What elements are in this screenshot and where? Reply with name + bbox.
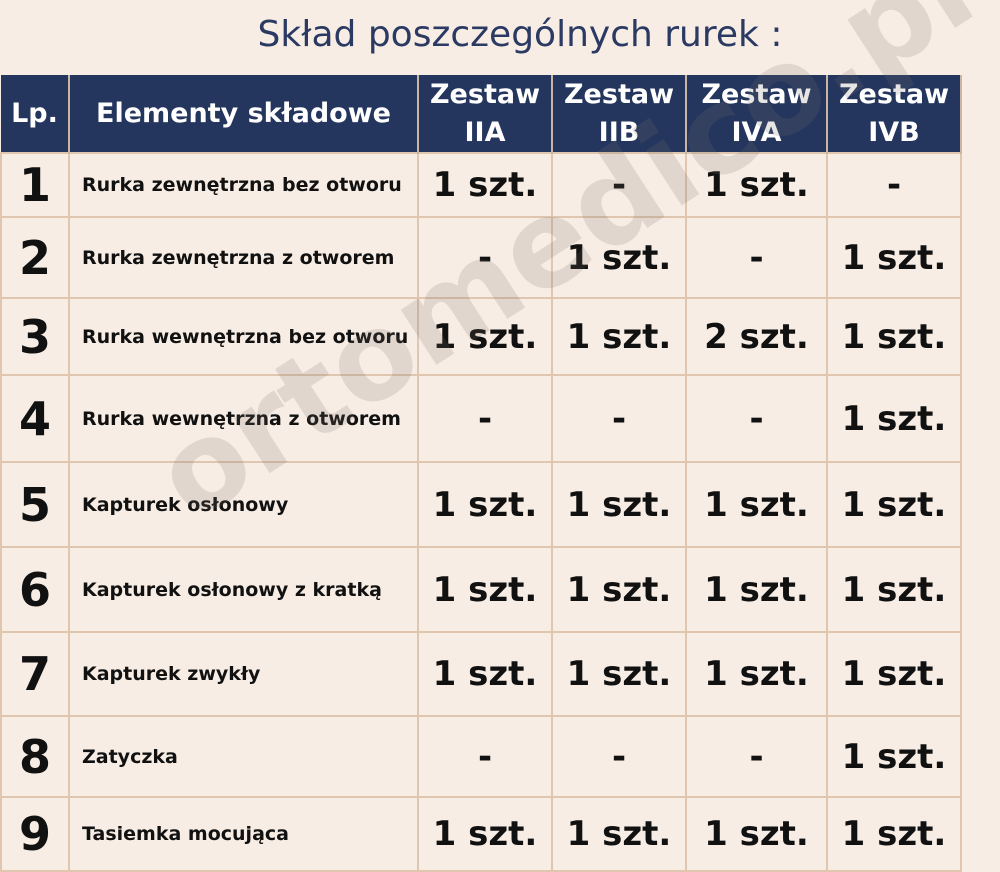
table-row: 3 Rurka wewnętrzna bez otworu 1 szt. 1 szt.… (0, 297, 962, 376)
page-title: Skład poszczególnych rurek : (257, 14, 783, 55)
element-name: Kapturek osłonowy z kratką (68, 546, 419, 633)
element-name: Rurka zewnętrzna z otworem (68, 216, 419, 299)
row-number: 5 (0, 461, 70, 548)
quantity-cell: 1 szt. (417, 546, 553, 633)
quantity-cell: 1 szt. (685, 152, 828, 218)
element-name: Rurka wewnętrzna bez otworu (68, 297, 419, 376)
header-elements: Elementy składowe (69, 75, 419, 153)
quantity-cell: - (417, 216, 553, 299)
element-name: Rurka zewnętrzna bez otworu (68, 152, 419, 218)
row-number: 4 (0, 374, 70, 463)
quantity-cell: 1 szt. (826, 631, 962, 717)
quantity-cell: 1 szt. (417, 796, 553, 872)
element-name: Tasiemka mocująca (68, 796, 419, 872)
quantity-cell: 1 szt. (551, 216, 687, 299)
quantity-cell: 1 szt. (685, 796, 828, 872)
quantity-cell: - (826, 152, 962, 218)
quantity-cell: 1 szt. (551, 297, 687, 376)
quantity-cell: 1 szt. (417, 461, 553, 548)
quantity-cell: 1 szt. (826, 796, 962, 872)
quantity-cell: - (685, 715, 828, 798)
composition-table: Lp. Elementy składowe Zestaw IIA Zestaw … (0, 75, 962, 872)
quantity-cell: - (551, 715, 687, 798)
quantity-cell: 1 szt. (826, 546, 962, 633)
quantity-cell: - (685, 216, 828, 299)
quantity-cell: - (417, 715, 553, 798)
quantity-cell: 1 szt. (417, 152, 553, 218)
quantity-cell: 1 szt. (551, 546, 687, 633)
header-iia: Zestaw IIA (418, 75, 553, 153)
quantity-cell: 1 szt. (551, 631, 687, 717)
table-row: 5 Kapturek osłonowy 1 szt. 1 szt. 1 szt. 1 sz… (0, 461, 962, 548)
header-iva: Zestaw IVA (686, 75, 828, 153)
header-iib: Zestaw IIB (552, 75, 687, 153)
quantity-cell: 1 szt. (551, 461, 687, 548)
quantity-cell: 2 szt. (685, 297, 828, 376)
element-name: Kapturek osłonowy (68, 461, 419, 548)
quantity-cell: 1 szt. (826, 715, 962, 798)
table-row: 6 Kapturek osłonowy z kratką 1 szt. 1 szt. 1… (0, 546, 962, 633)
row-number: 7 (0, 631, 70, 717)
header-row: Lp. Elementy składowe Zestaw IIA Zestaw … (1, 75, 962, 153)
quantity-cell: 1 szt. (417, 297, 553, 376)
quantity-cell: - (551, 374, 687, 463)
row-number: 6 (0, 546, 70, 633)
header-lp: Lp. (1, 75, 70, 153)
quantity-cell: - (685, 374, 828, 463)
quantity-cell: 1 szt. (417, 631, 553, 717)
quantity-cell: 1 szt. (826, 297, 962, 376)
table-row: 9 Tasiemka mocująca 1 szt. 1 szt. 1 szt. 1 sz… (0, 796, 962, 872)
row-number: 9 (0, 796, 70, 872)
quantity-cell: 1 szt. (685, 546, 828, 633)
table-row: 1 Rurka zewnętrzna bez otworu 1 szt. -1 szt… (0, 152, 962, 218)
element-name: Kapturek zwykły (68, 631, 419, 717)
quantity-cell: 1 szt. (826, 461, 962, 548)
row-number: 2 (0, 216, 70, 299)
row-number: 8 (0, 715, 70, 798)
table-row: 2 Rurka zewnętrzna z otworem -1 szt. -1 szt… (0, 216, 962, 299)
table-row: 7 Kapturek zwykły 1 szt. 1 szt. 1 szt. 1 szt. (0, 631, 962, 717)
element-name: Zatyczka (68, 715, 419, 798)
quantity-cell: 1 szt. (551, 796, 687, 872)
quantity-cell: 1 szt. (685, 461, 828, 548)
row-number: 3 (0, 297, 70, 376)
table-row: 4 Rurka wewnętrzna z otworem - - -1 szt. (0, 374, 962, 463)
element-name: Rurka wewnętrzna z otworem (68, 374, 419, 463)
table-row: 8 Zatyczka - - -1 szt. (0, 715, 962, 798)
quantity-cell: 1 szt. (685, 631, 828, 717)
quantity-cell: - (417, 374, 553, 463)
row-number: 1 (0, 152, 70, 218)
quantity-cell: - (551, 152, 687, 218)
quantity-cell: 1 szt. (826, 216, 962, 299)
header-ivb: Zestaw IVB (827, 75, 962, 153)
quantity-cell: 1 szt. (826, 374, 962, 463)
